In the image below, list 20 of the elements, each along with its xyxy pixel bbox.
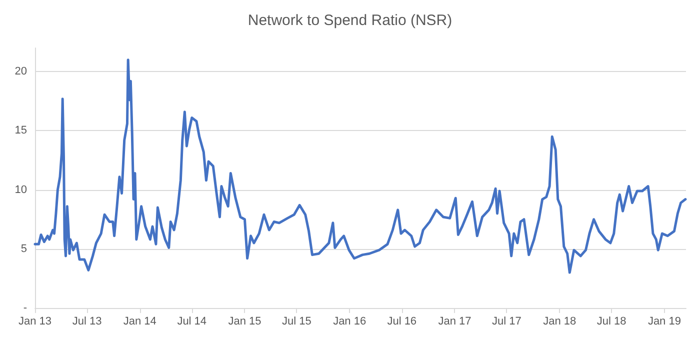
x-tick-label: Jul 14 xyxy=(177,316,207,328)
y-tick-label: - xyxy=(23,302,28,314)
x-tick-label: Jan 13 xyxy=(18,316,52,328)
x-tick-label: Jul 18 xyxy=(596,316,626,328)
y-tick-label: 20 xyxy=(14,66,27,78)
x-tick-label: Jan 18 xyxy=(543,316,576,328)
x-tick-label: Jul 17 xyxy=(492,316,522,328)
x-tick-label: Jan 16 xyxy=(333,316,366,328)
y-tick-label: 15 xyxy=(14,124,27,137)
x-tick-label: Jan 17 xyxy=(438,316,472,328)
y-tick-label: 5 xyxy=(20,242,27,255)
y-tick-label: 10 xyxy=(14,184,27,196)
x-tick-label: Jul 13 xyxy=(72,316,102,328)
x-tick-label: Jan 19 xyxy=(648,316,681,328)
x-tick-label: Jan 15 xyxy=(228,316,262,328)
x-tick-label: Jul 15 xyxy=(282,316,312,328)
x-tick-label: Jul 16 xyxy=(387,316,417,328)
chart-title: Network to Spend Ratio (NSR) xyxy=(248,12,452,29)
line-series xyxy=(34,58,687,274)
x-tick-label: Jan 14 xyxy=(123,316,156,328)
